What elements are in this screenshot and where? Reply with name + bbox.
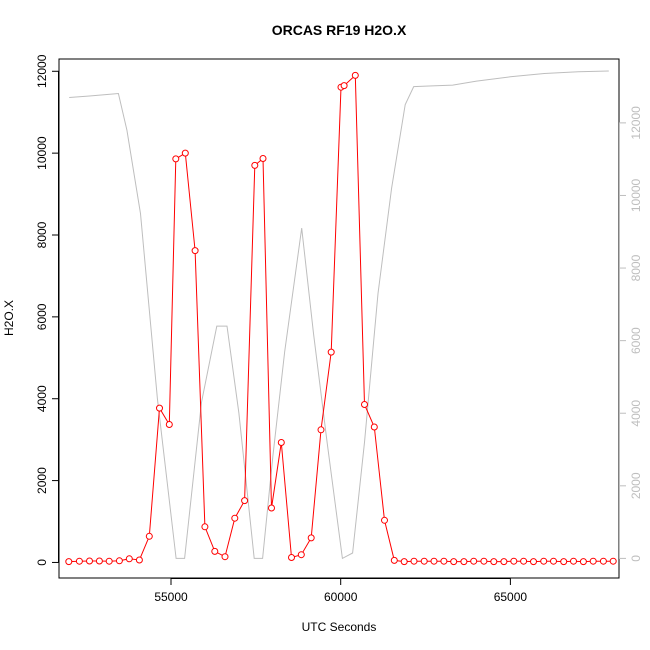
- y2-tick-label: 4000: [629, 400, 643, 427]
- h2o-data-point: [410, 557, 418, 565]
- secondary-series-line: [69, 70, 609, 560]
- h2o-data-point: [135, 556, 143, 564]
- h2o-data-point: [550, 557, 557, 565]
- x-axis: 55000 60000 65000: [154, 578, 527, 604]
- h2o-data-point: [241, 497, 249, 505]
- h2o-data-point: [86, 557, 93, 565]
- x-tick-label: 60000: [324, 590, 358, 604]
- h2o-data-point: [450, 558, 458, 566]
- h2o-data-point: [400, 558, 408, 566]
- y2-tick-label: 6000: [629, 327, 643, 354]
- y-tick-label: 2000: [35, 467, 49, 494]
- h2o-data-point: [490, 558, 498, 566]
- h2o-data-point: [259, 155, 267, 162]
- h2o-data-point: [327, 348, 335, 356]
- h2o-data-point: [211, 547, 219, 555]
- h2o-data-point: [317, 426, 325, 434]
- h2o-data-point: [420, 557, 428, 565]
- h2o-data-point: [560, 558, 568, 566]
- h2o-data-point: [609, 557, 617, 565]
- series-layer: [65, 70, 617, 566]
- y-axis: 0 2000 4000 6000 8000 10000 12000: [35, 54, 59, 566]
- h2o-data-point: [181, 149, 189, 157]
- h2o-data-point: [579, 558, 587, 566]
- h2o-data-point: [540, 557, 548, 565]
- y-axis-label: H2O.X: [2, 300, 16, 336]
- h2o-data-point: [95, 557, 103, 565]
- y-tick-label: 0: [35, 559, 49, 566]
- h2o-data-point: [115, 557, 123, 565]
- y-tick-label: 6000: [35, 303, 49, 330]
- h2o-data-point: [307, 534, 315, 542]
- h2o-data-point: [351, 71, 359, 79]
- h2o-data-point: [340, 82, 348, 90]
- h2o-data-point: [470, 557, 478, 565]
- h2o-data-point: [381, 516, 388, 524]
- h2o-data-point: [201, 523, 209, 531]
- y2-tick-label: 2000: [629, 472, 643, 499]
- x-tick-label: 55000: [154, 590, 188, 604]
- h2o-data-point: [530, 558, 537, 566]
- h2o-data-point: [361, 401, 368, 408]
- y2-axis: 0 2000 4000 6000 8000 10000 12000: [619, 106, 643, 562]
- h2o-data-point: [268, 504, 275, 512]
- y2-tick-label: 8000: [629, 254, 643, 281]
- h2o-data-point: [125, 555, 133, 563]
- h2o-data-point: [231, 514, 239, 522]
- h2o-data-point: [75, 557, 83, 565]
- y-tick-label: 8000: [35, 221, 49, 248]
- x-tick-label: 65000: [494, 590, 528, 604]
- y-tick-label: 10000: [35, 136, 49, 170]
- y-tick-label: 12000: [35, 54, 49, 88]
- y2-tick-label: 10000: [629, 178, 643, 212]
- h2o-data-point: [440, 557, 448, 565]
- h2o-data-point: [390, 556, 398, 564]
- h2o-data-point: [370, 423, 378, 431]
- h2o-data-point: [165, 421, 173, 428]
- h2o-data-point: [277, 439, 285, 446]
- h2o-data-point: [430, 557, 438, 565]
- y2-tick-label: 0: [629, 555, 643, 562]
- h2o-data-point: [510, 557, 518, 565]
- h2o-data-point: [599, 557, 607, 565]
- h2o-data-point: [500, 558, 508, 566]
- h2o-data-point: [221, 553, 229, 561]
- h2o-data-point: [520, 557, 528, 565]
- h2o-data-point: [172, 155, 180, 163]
- x-axis-label: UTC Seconds: [302, 620, 377, 634]
- h2o-data-point: [570, 557, 577, 565]
- h2o-data-point: [288, 554, 295, 561]
- chart-title: ORCAS RF19 H2O.X: [272, 22, 407, 38]
- h2o-data-point: [65, 558, 73, 566]
- h2o-data-point: [191, 247, 199, 255]
- h2o-data-point: [480, 557, 488, 565]
- h2o-data-point: [297, 551, 305, 559]
- h2o-data-point: [251, 161, 259, 169]
- h2o-data-point: [105, 557, 113, 565]
- h2o-data-point: [460, 558, 468, 566]
- h2o-data-point: [145, 532, 153, 540]
- h2o-data-point: [156, 404, 163, 412]
- y2-tick-label: 12000: [629, 106, 643, 140]
- h2o-data-point: [589, 557, 597, 565]
- y-tick-label: 4000: [35, 385, 49, 412]
